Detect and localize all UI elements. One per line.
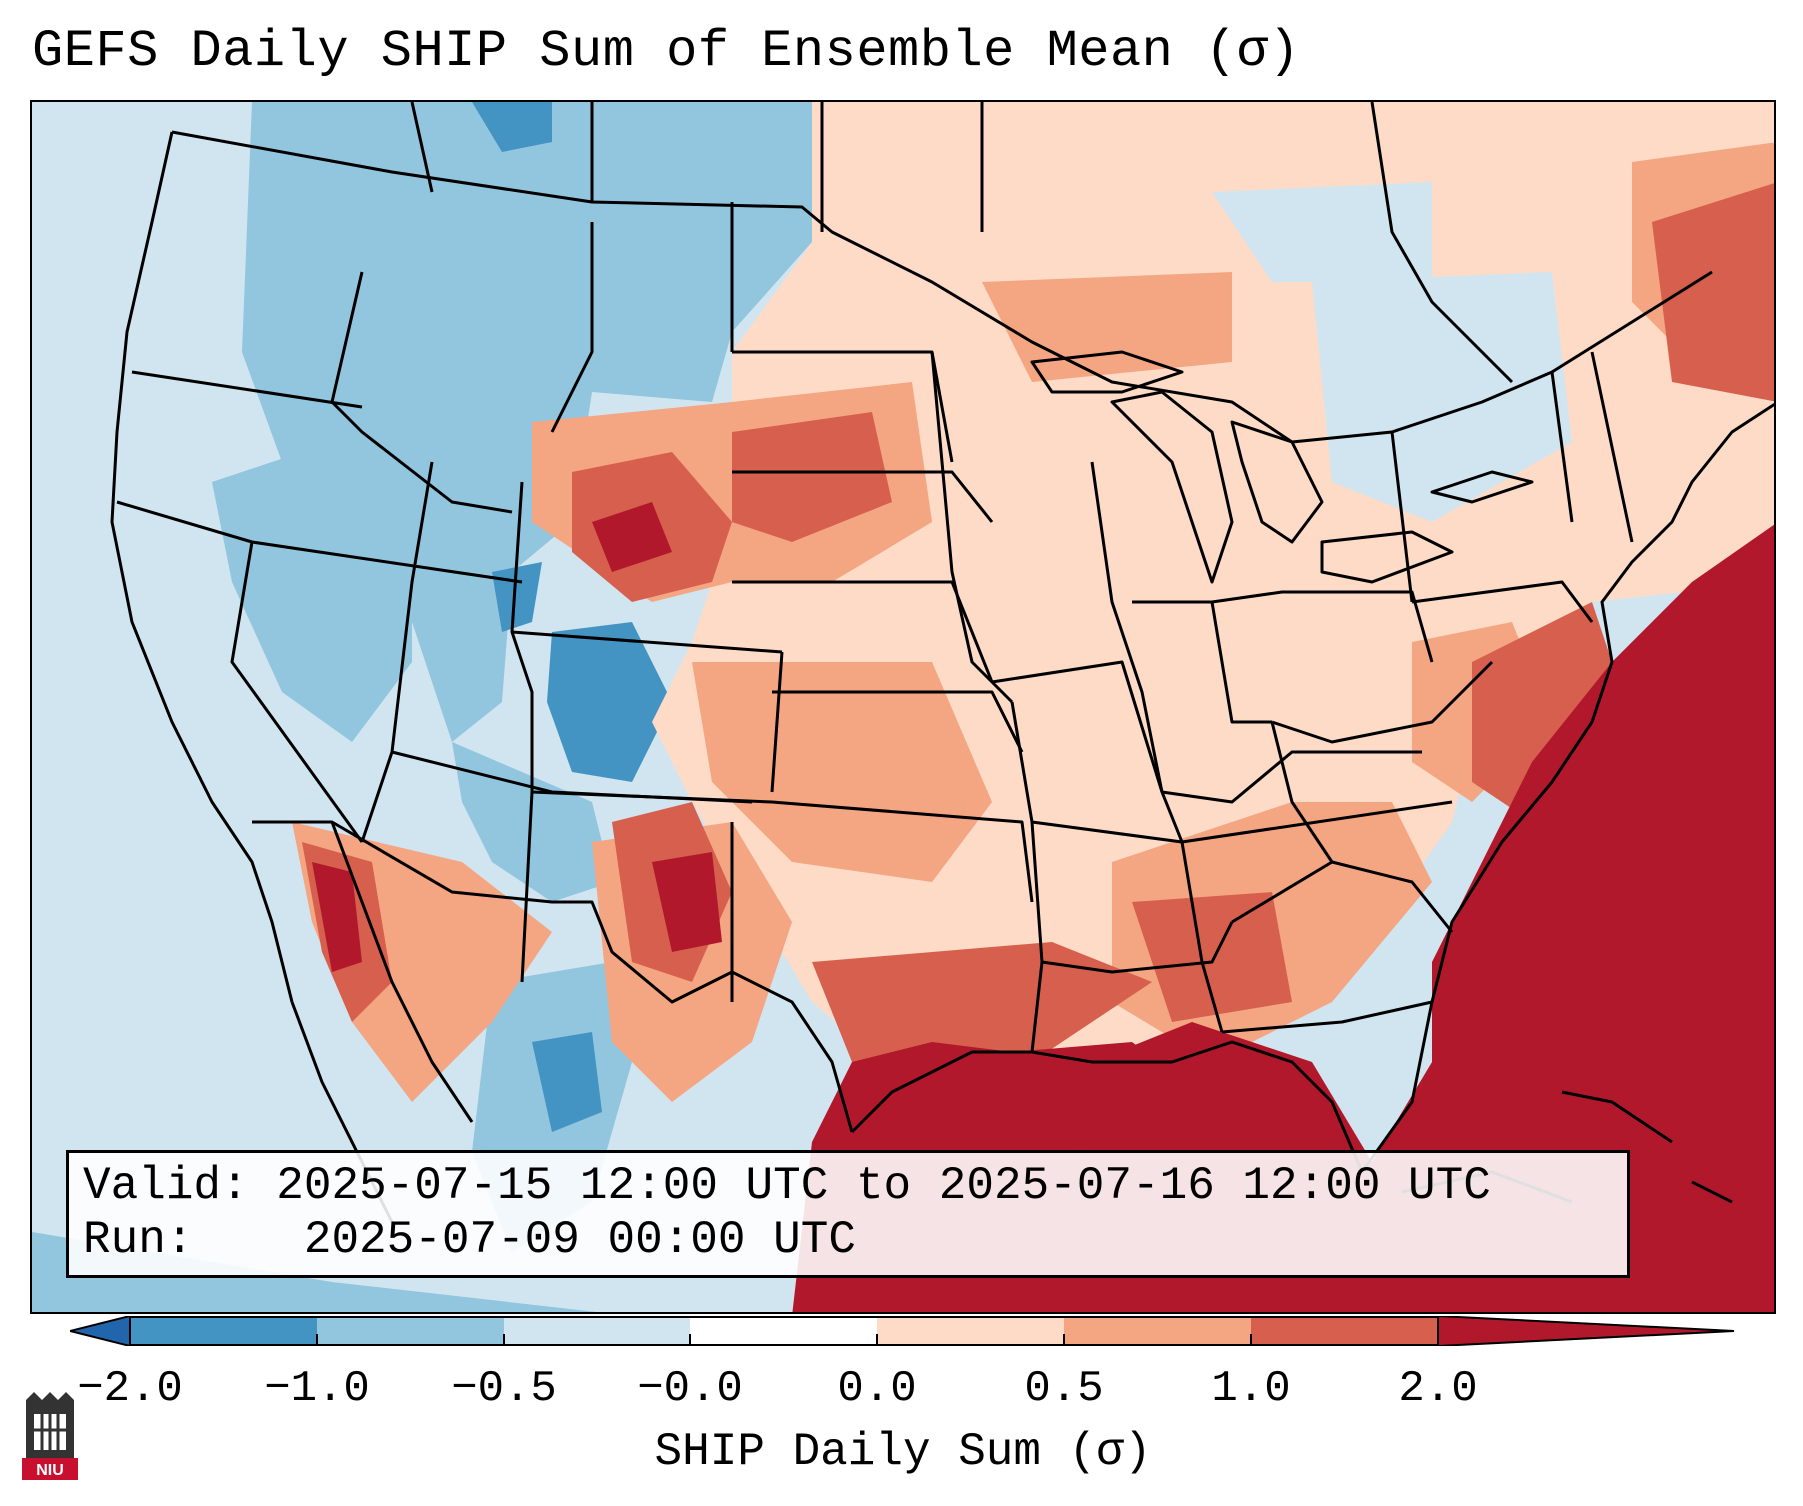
colorbar-tick-label: 1.0 — [1211, 1364, 1291, 1414]
valid-time-range: 2025-07-15 12:00 UTC to 2025-07-16 12:00… — [276, 1160, 1491, 1212]
boundary-lines — [110, 102, 1774, 1223]
colorbar-tick-label: 0.5 — [1024, 1364, 1104, 1414]
colorbar-min-extend — [70, 1316, 131, 1346]
colorbar-tick-label: 0.0 — [837, 1364, 917, 1414]
niu-logo-icon: NIU — [22, 1392, 78, 1480]
ship-anomaly-map — [32, 102, 1774, 1312]
colorbar-bin — [504, 1316, 690, 1346]
colorbar-bin — [130, 1316, 317, 1346]
colorbar-bin — [1251, 1316, 1438, 1346]
colorbar-tick-label: −2.0 — [77, 1364, 183, 1414]
colorbar-label: SHIP Daily Sum (σ) — [654, 1426, 1152, 1478]
extreme-positive-regions — [792, 524, 1774, 1312]
colorbar-bin — [877, 1316, 1064, 1346]
map-panel — [30, 100, 1776, 1314]
colorbar — [70, 1316, 1735, 1346]
colorbar-tick-label: 2.0 — [1398, 1364, 1478, 1414]
logo-text: NIU — [36, 1462, 64, 1479]
colorbar-bin — [690, 1316, 877, 1346]
map-title: GEFS Daily SHIP Sum of Ensemble Mean (σ) — [32, 22, 1301, 81]
colorbar-max-extend — [1437, 1316, 1735, 1346]
valid-label: Valid: — [83, 1160, 249, 1212]
colorbar-bin — [317, 1316, 504, 1346]
colorbar-tick-label: −1.0 — [264, 1364, 370, 1414]
run-time: 2025-07-09 00:00 UTC — [303, 1214, 856, 1266]
run-label: Run: — [83, 1214, 194, 1266]
colorbar-tick-label: −0.0 — [637, 1364, 743, 1414]
strong-positive-regions — [302, 183, 1774, 1062]
valid-run-info-box: Valid: 2025-07-15 12:00 UTC to 2025-07-1… — [66, 1150, 1630, 1278]
colorbar-bin — [1064, 1316, 1251, 1346]
colorbar-tick-label: −0.5 — [451, 1364, 557, 1414]
